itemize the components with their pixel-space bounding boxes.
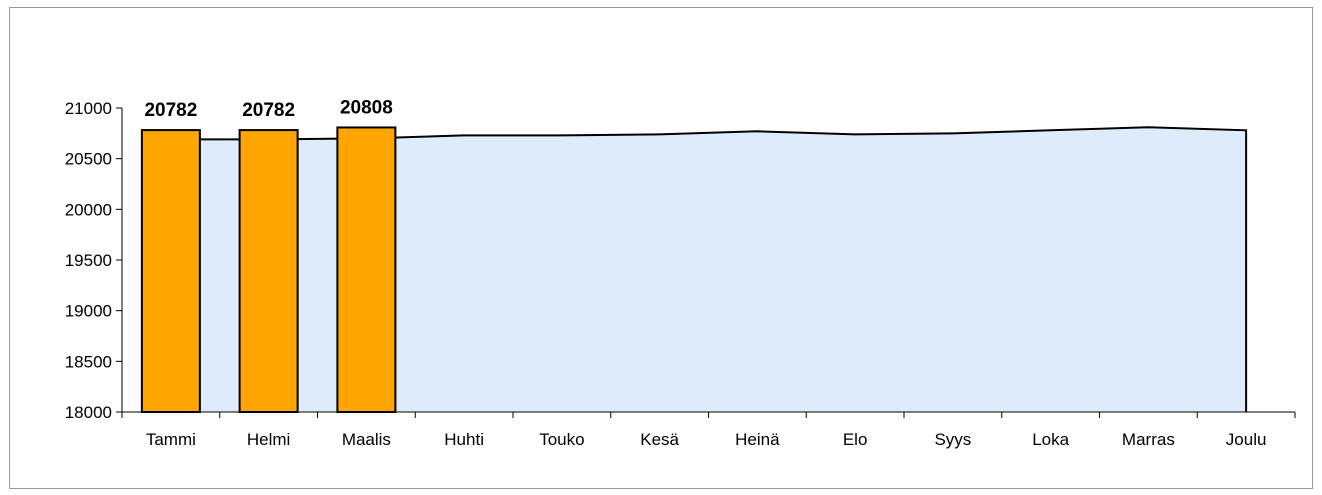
x-tick-label-touko: Touko xyxy=(539,430,584,449)
y-tick-label: 19500 xyxy=(65,251,112,270)
area-point-kesä xyxy=(659,133,661,135)
data-label-tammi: 20782 xyxy=(144,100,197,121)
data-label-helmi: 20782 xyxy=(242,100,295,121)
area-point-elo xyxy=(854,133,856,135)
y-tick-label: 20500 xyxy=(65,150,112,169)
x-tick-label-helmi: Helmi xyxy=(247,430,290,449)
x-tick-label-huhti: Huhti xyxy=(444,430,484,449)
bar-maalis xyxy=(336,126,397,414)
x-tick-label-syys: Syys xyxy=(934,430,971,449)
area-point-marras xyxy=(1147,126,1149,128)
y-tick-label: 19000 xyxy=(65,302,112,321)
bar-helmi xyxy=(238,129,299,413)
area-point-syys xyxy=(952,132,954,134)
y-tick-label: 21000 xyxy=(65,99,112,118)
area-point-joulu xyxy=(1245,129,1247,131)
bar-tammi xyxy=(140,129,201,413)
area-point-touko xyxy=(561,134,563,136)
x-tick-label-kesä: Kesä xyxy=(640,430,679,449)
y-tick-label: 18500 xyxy=(65,352,112,371)
y-tick-label: 20000 xyxy=(65,200,112,219)
area-series-fill xyxy=(141,127,1247,413)
area-point-huhti xyxy=(463,134,465,136)
area-point-loka xyxy=(1050,129,1052,131)
x-tick-label-heinä: Heinä xyxy=(735,430,780,449)
data-label-maalis: 20808 xyxy=(340,97,393,118)
y-tick-label: 18000 xyxy=(65,403,112,422)
area-point-heinä xyxy=(756,130,758,132)
x-tick-label-tammi: Tammi xyxy=(146,430,196,449)
x-tick-label-elo: Elo xyxy=(843,430,868,449)
x-tick-label-marras: Marras xyxy=(1122,430,1175,449)
x-tick-label-loka: Loka xyxy=(1032,430,1069,449)
x-tick-label-maalis: Maalis xyxy=(342,430,391,449)
x-tick-label-joulu: Joulu xyxy=(1226,430,1267,449)
